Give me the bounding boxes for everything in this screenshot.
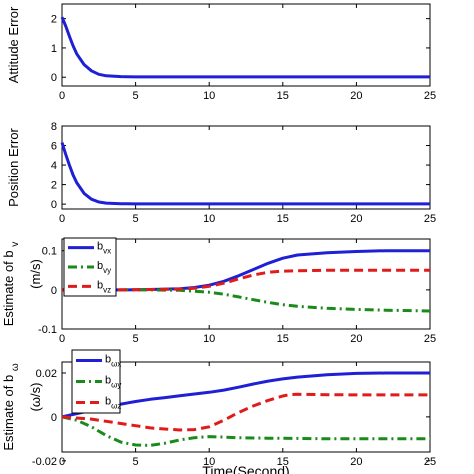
x-axis-label: Time(Second) [202,463,289,474]
axes-box [61,238,431,330]
x-tick-label: 25 [424,456,436,468]
x-tick-label: 10 [203,213,215,225]
legend-label: bvx [97,241,111,256]
series-line-3 [61,392,430,432]
x-tick-label: 5 [133,90,139,102]
subplot-2: 0 5 10 15 20 25 0 2 4 6 8 Position Error [6,121,436,225]
x-tick-label: 20 [350,90,362,102]
legend: bωx bωy bωz [71,349,121,414]
x-tick-label: 25 [424,213,436,225]
x-tick-label: 0 [59,333,65,345]
axes-box [61,125,431,210]
x-tick-label: 0 [59,90,65,102]
y-tick-label: 0.1 [42,246,57,258]
legend: bvx bvy bvz [63,237,117,297]
x-tick-label: 10 [203,456,215,468]
axes-box [61,361,431,453]
subplot-1: 0 5 10 15 20 25 0 1 2 Attitude Error [6,3,436,102]
x-tick-label: 20 [350,333,362,345]
y-axis-label: Attitude Error [6,6,21,83]
y-tick-label: 0 [51,72,57,84]
y-tick-label: 0.02 [36,368,57,380]
x-tick-label: 15 [277,90,289,102]
y-tick-label: 2 [51,180,57,192]
y-axis-label: Estimate of b v [1,242,21,326]
x-tick-label: 10 [203,90,215,102]
legend-label: bvy [97,260,111,275]
y-tick-label: 4 [51,160,57,172]
series-line-2 [61,415,430,447]
y-tick-label: 0 [51,412,57,424]
x-tick-label: 5 [133,213,139,225]
y-axis-label: Position Error [6,127,21,206]
y-axis-unit: (ω/s) [28,383,43,412]
x-tick-label: 20 [350,213,362,225]
legend-label: bωz [105,396,121,411]
x-tick-label: 0 [59,456,65,468]
y-tick-label: 0 [51,199,57,211]
x-tick-label: 15 [277,456,289,468]
x-tick-label: 25 [424,333,436,345]
y-axis-unit: (m/s) [28,259,43,289]
series-line-1 [60,16,430,79]
series-line-1 [60,142,430,206]
x-tick-label: 5 [133,456,139,468]
x-tick-label: 0 [59,213,65,225]
series-line-3 [62,268,430,292]
x-tick-label: 15 [277,333,289,345]
x-tick-label: 5 [133,333,139,345]
y-tick-label: 6 [51,141,57,153]
y-axis-label: Estimate of b ω [1,363,21,450]
legend-label: bωy [105,375,121,390]
y-tick-label: -0.02 [32,456,57,468]
legend-label: bvz [97,279,111,294]
y-tick-label: 1 [51,43,57,55]
series-line-2 [62,288,431,313]
x-tick-label: 15 [277,213,289,225]
axes-box [61,3,431,87]
legend-label: bωx [105,354,121,369]
x-tick-label: 20 [350,456,362,468]
y-tick-label: -0.1 [38,324,57,336]
y-tick-label: 2 [51,14,57,26]
y-tick-label: 8 [51,121,57,133]
y-tick-label: 0 [51,285,57,297]
x-tick-label: 25 [424,90,436,102]
x-tick-label: 10 [203,333,215,345]
